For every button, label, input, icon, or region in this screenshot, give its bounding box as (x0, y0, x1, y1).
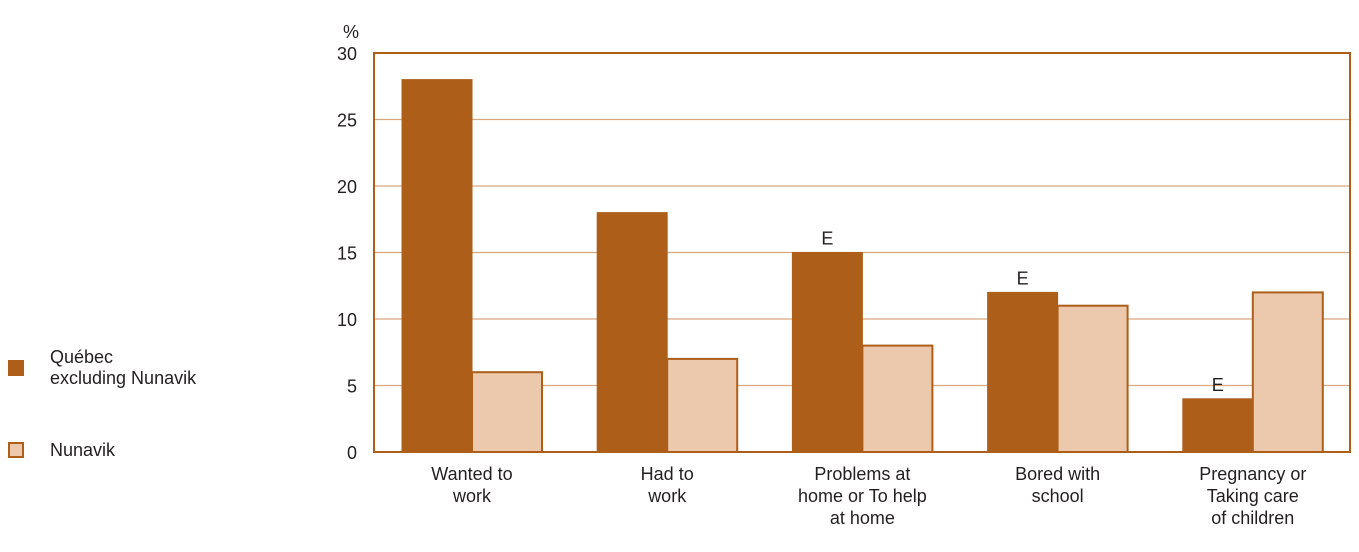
estimate-flag-label: E (1017, 268, 1029, 288)
plot-frame (373, 52, 1351, 453)
y-axis-unit-label: % (343, 22, 359, 42)
estimate-flag-label: E (1212, 375, 1224, 395)
x-category-label: Bored with school (1015, 464, 1100, 506)
estimate-flag-label: E (821, 229, 833, 249)
bar-nunavik (1251, 291, 1324, 453)
bar-nunavik (861, 344, 934, 454)
bar-nunavik (666, 357, 739, 453)
bar-quebec (1182, 398, 1254, 453)
legend-swatch-nunavik (8, 442, 24, 458)
bar-quebec (401, 79, 473, 453)
labels: 0 5 10 15 20 25 30 Wanted to work Had to work E Prob… (337, 44, 1306, 528)
y-tick-label: 30 (337, 44, 357, 64)
x-category-label: Wanted to work (431, 464, 512, 506)
bar-nunavik (1056, 304, 1129, 454)
legend-label-nunavik: Nunavik (50, 440, 116, 460)
bar-nunavik (471, 371, 543, 454)
y-tick-label: 25 (337, 111, 357, 131)
bar-quebec (596, 212, 668, 453)
y-tick-label: 15 (337, 244, 357, 264)
y-tick-label: 10 (337, 310, 357, 330)
y-tick-label: 0 (347, 443, 357, 463)
bars (401, 79, 1324, 454)
bar-quebec (791, 252, 863, 453)
legend-swatch-quebec (8, 360, 24, 376)
x-category-label: Problems at home or To help at home (798, 464, 927, 528)
y-tick-label: 20 (337, 177, 357, 197)
legend-label-quebec: Québec excluding Nunavik (50, 347, 197, 388)
bar-quebec (987, 291, 1059, 453)
x-category-label: Pregnancy or Taking care of children (1199, 464, 1306, 528)
x-category-label: Had to work (641, 464, 694, 506)
y-tick-label: 5 (347, 377, 357, 397)
